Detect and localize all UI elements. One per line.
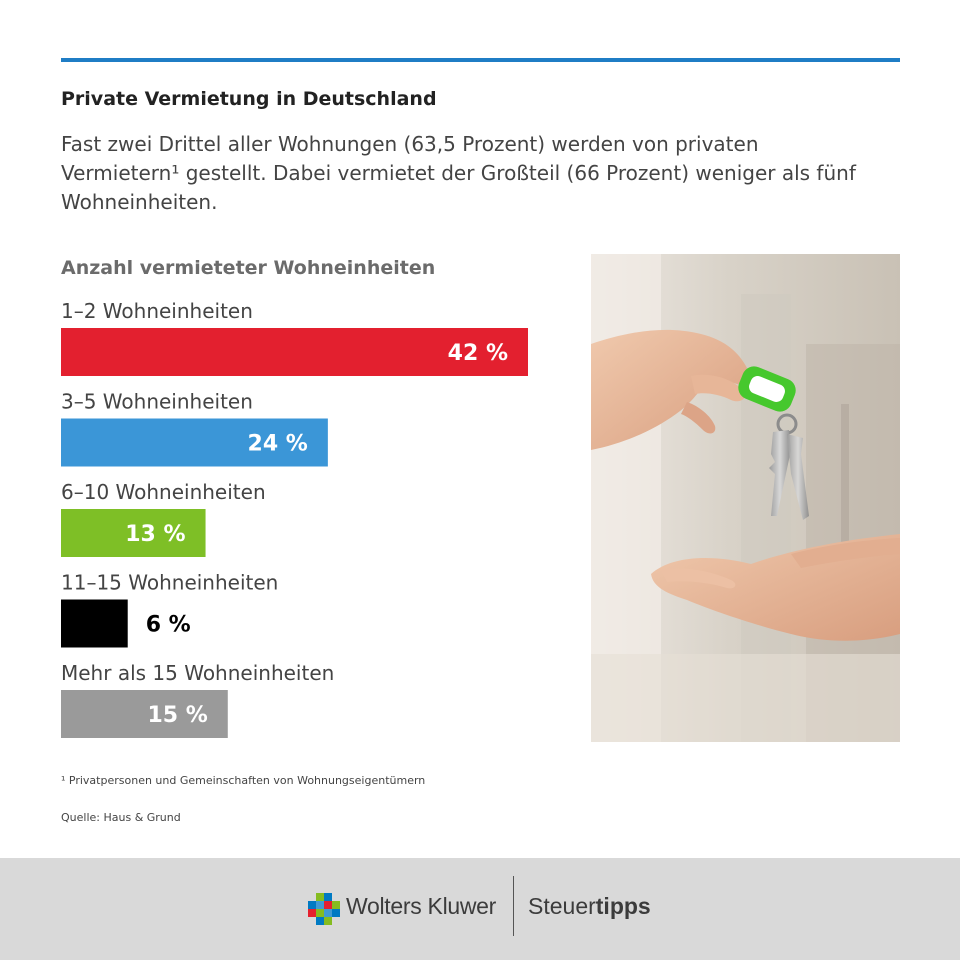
bar (61, 690, 228, 738)
footnote: ¹ Privatpersonen und Gemeinschaften von … (61, 774, 426, 787)
wolters-kluwer-logo-icon (308, 893, 340, 925)
hand-giving-keys-photo (591, 254, 900, 742)
category-label: 11–15 Wohneinheiten (61, 571, 278, 595)
brand-name: Wolters Kluwer (346, 893, 497, 919)
category-label: 1–2 Wohneinheiten (61, 299, 253, 323)
bar (61, 599, 128, 648)
bar (61, 328, 528, 376)
footer-divider (513, 876, 514, 936)
bar (61, 418, 328, 467)
page-subtitle: Fast zwei Drittel aller Wohnungen (63,5 … (61, 132, 856, 214)
source-note: Quelle: Haus & Grund (61, 811, 181, 824)
data-label: 15 % (147, 703, 207, 728)
bar (61, 509, 206, 557)
category-label: Mehr als 15 Wohneinheiten (61, 661, 334, 685)
page-title: Private Vermietung in Deutschland (61, 88, 437, 110)
data-label: 6 % (146, 613, 191, 638)
product-name-part2: tipps (595, 893, 651, 919)
category-label: 3–5 Wohneinheiten (61, 390, 253, 414)
product-name-part1: Steuer (528, 893, 596, 919)
data-label: 24 % (248, 432, 308, 457)
product-name: Steuertipps (528, 893, 651, 920)
category-label: 6–10 Wohneinheiten (61, 480, 266, 504)
top-accent-rule (61, 58, 900, 62)
chart-title: Anzahl vermieteter Wohneinheiten (61, 257, 436, 279)
data-label: 13 % (125, 522, 185, 547)
footer-bar (0, 858, 960, 960)
data-label: 42 % (448, 341, 508, 366)
